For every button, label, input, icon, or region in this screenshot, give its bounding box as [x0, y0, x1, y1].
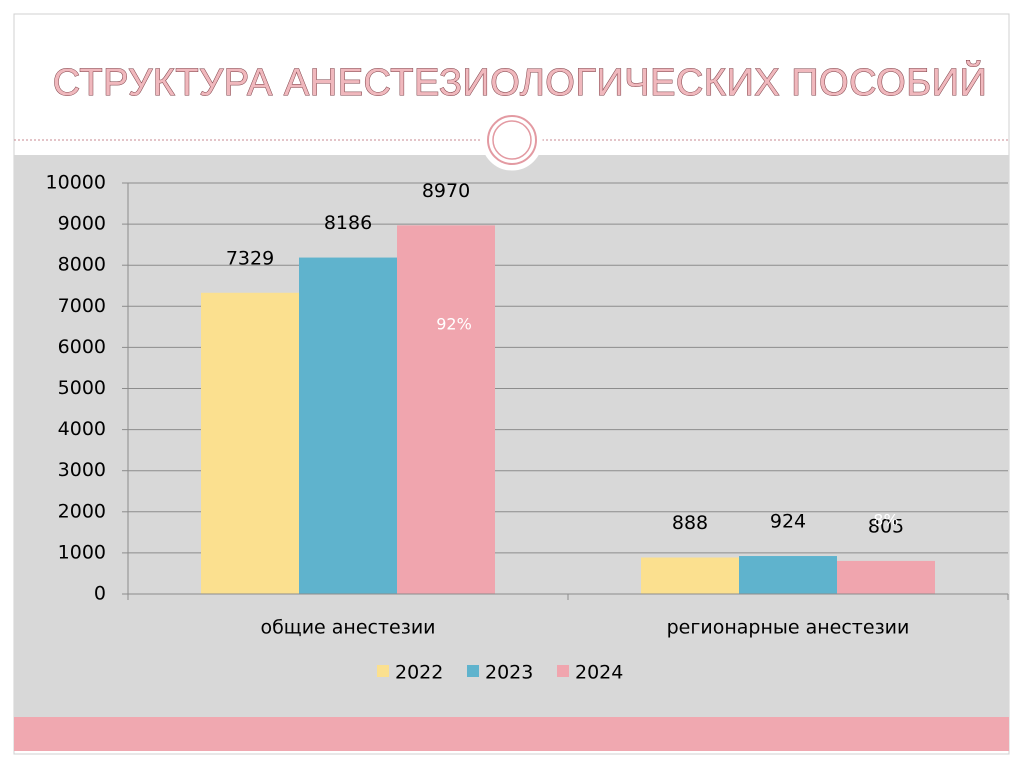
y-tick-label: 1000: [58, 541, 106, 563]
legend-swatch: [467, 665, 479, 677]
value-label: 805: [868, 515, 904, 537]
y-tick-label: 0: [94, 583, 106, 605]
bar: [299, 257, 397, 594]
y-tick-label: 7000: [58, 295, 106, 317]
y-tick-label: 2000: [58, 500, 106, 522]
legend-label: 2022: [395, 662, 443, 684]
y-tick-label: 9000: [58, 213, 106, 235]
bar: [201, 292, 299, 594]
legend-swatch: [377, 665, 389, 677]
x-tick-label: регионарные анестезии: [667, 617, 910, 639]
y-tick-label: 6000: [58, 336, 106, 358]
value-label: 888: [672, 512, 708, 534]
bar: [641, 557, 739, 594]
value-label: 8186: [324, 212, 372, 234]
bar: [739, 556, 837, 594]
y-tick-label: 8000: [58, 254, 106, 276]
legend-label: 2023: [485, 662, 533, 684]
y-tick-label: 5000: [58, 377, 106, 399]
bar: [837, 560, 935, 594]
footer-band: [14, 717, 1009, 751]
annotation: 8%: [873, 511, 898, 530]
x-tick-label: общие анестезии: [260, 617, 435, 639]
chart-background: [14, 155, 1009, 717]
bar: [397, 225, 495, 594]
y-tick-label: 4000: [58, 418, 106, 440]
value-label: 8970: [422, 180, 470, 202]
y-tick-label: 10000: [46, 172, 106, 194]
legend-swatch: [557, 665, 569, 677]
value-label: 7329: [226, 247, 274, 269]
legend-label: 2024: [575, 662, 623, 684]
annotation: 92%: [436, 315, 472, 334]
ornament-inner: [492, 120, 532, 160]
y-tick-label: 3000: [58, 459, 106, 481]
value-label: 924: [770, 511, 806, 533]
chart-title: СТРУКТУРА АНЕСТЕЗИОЛОГИЧЕСКИХ ПОСОБИЙ: [53, 59, 988, 104]
